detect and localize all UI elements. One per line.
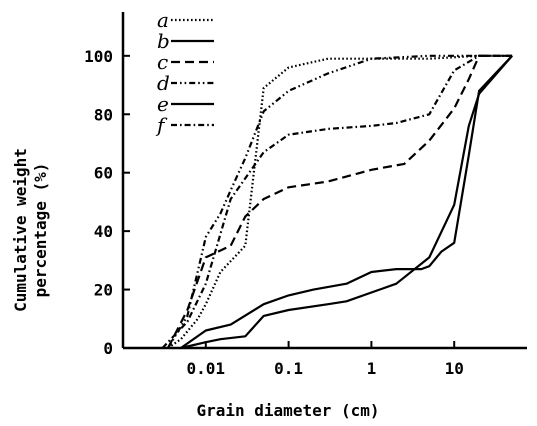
- legend-label-c: c: [157, 50, 168, 74]
- y-tick-label: 20: [94, 281, 113, 300]
- legend-label-f: f: [155, 113, 168, 137]
- legend-label-b: b: [157, 29, 170, 53]
- y-tick-label: 100: [84, 47, 113, 66]
- axes: [121, 12, 527, 350]
- x-tick-label: 10: [445, 359, 464, 378]
- series-line-b: [180, 55, 513, 350]
- legend-label-a: a: [157, 8, 169, 32]
- series-line-d: [167, 54, 513, 349]
- legend-label-e: e: [157, 92, 169, 116]
- series-line-e: [180, 55, 513, 349]
- y-tick-label: 60: [94, 164, 113, 183]
- series-lines: [161, 54, 513, 350]
- series-line-a: [167, 54, 513, 349]
- y-axis-title-line-1: Cumulative weight: [11, 148, 30, 312]
- y-tick-label: 0: [103, 339, 113, 358]
- y-axis-title-line-2: percentage (%): [31, 163, 50, 298]
- x-axis-title: Grain diameter (cm): [196, 401, 379, 420]
- y-tick-label: 80: [94, 105, 113, 124]
- series-line-c: [167, 54, 513, 349]
- y-axis-title: Cumulative weight percentage (%): [11, 148, 50, 312]
- x-tick-label: 0.1: [274, 359, 303, 378]
- series-line-f: [161, 54, 513, 349]
- x-tick-label: 0.01: [187, 359, 226, 378]
- y-tick-label: 40: [94, 222, 113, 241]
- legend-label-d: d: [157, 71, 170, 95]
- x-tick-label: 1: [367, 359, 377, 378]
- ticks: 0 20 40 60 80 100 0.01 0.1 1 10: [84, 47, 464, 378]
